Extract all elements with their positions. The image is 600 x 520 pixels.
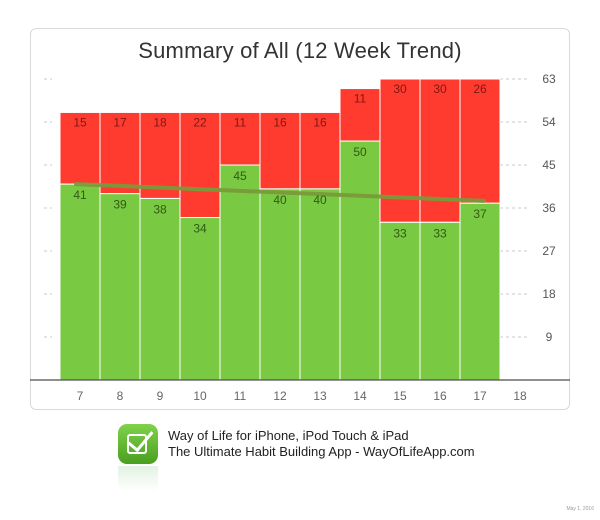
bar-red-label: 17 (113, 115, 127, 129)
x-tick-label: 10 (193, 389, 207, 403)
bar-green (459, 202, 501, 381)
bar-red-label: 11 (354, 92, 367, 106)
y-tick-label: 18 (542, 287, 556, 301)
x-tick-label: 13 (313, 389, 327, 403)
trend-line (74, 182, 486, 203)
x-tick-label: 15 (393, 389, 407, 403)
x-tick-label: 11 (234, 389, 247, 403)
bar-green-label: 45 (233, 169, 247, 183)
bar-green (179, 217, 221, 381)
x-tick-label: 16 (433, 389, 447, 403)
bar-red (99, 111, 141, 195)
x-tick-label: 14 (353, 389, 367, 403)
bar-red-label: 16 (313, 115, 327, 129)
bar-green-label: 33 (433, 226, 447, 240)
bar-red-label: 16 (273, 115, 287, 129)
footer-text: Way of Life for iPhone, iPod Touch & iPa… (168, 428, 508, 460)
bar-red-label: 11 (234, 115, 247, 129)
bar-red-label: 30 (433, 82, 447, 96)
footer-line-2: The Ultimate Habit Building App - WayOfL… (168, 444, 475, 459)
bar-green (299, 188, 341, 381)
checkbox-icon (127, 434, 147, 454)
y-tick-label: 36 (542, 201, 556, 215)
bar-green (59, 183, 101, 381)
bar-green (259, 188, 301, 381)
bar-red (179, 111, 221, 219)
x-tick-label: 12 (273, 389, 287, 403)
bar-red-label: 22 (193, 115, 207, 129)
bar-green-label: 37 (473, 207, 487, 221)
bar-green-label: 39 (113, 198, 127, 212)
bar-red (339, 88, 381, 142)
bar-red-label: 30 (393, 82, 407, 96)
bar-green (339, 140, 381, 381)
bar-red (459, 78, 501, 204)
bar-green-label: 41 (73, 188, 87, 202)
y-tick-label: 27 (542, 244, 556, 258)
x-tick-label: 7 (77, 389, 84, 403)
app-icon[interactable] (118, 424, 158, 464)
bar-red (259, 111, 301, 190)
bar-green-label: 34 (193, 222, 207, 236)
app-icon-reflection (118, 466, 158, 492)
bar-green-label: 38 (153, 202, 167, 216)
bar-green-label: 40 (273, 193, 287, 207)
y-tick-label: 54 (542, 115, 556, 129)
x-tick-label: 18 (513, 389, 527, 403)
y-tick-label: 9 (546, 330, 553, 344)
bar-red (139, 111, 181, 199)
chart-title: Summary of All (12 Week Trend) (138, 38, 462, 63)
date-stamp: May 1, 2016 (566, 506, 594, 512)
bar-red (59, 111, 101, 185)
bar-green (379, 221, 421, 381)
bar-red (219, 111, 261, 166)
y-tick-label: 45 (542, 158, 556, 172)
bar-green (139, 197, 181, 381)
bar-red-label: 18 (153, 115, 167, 129)
x-tick-label: 9 (157, 389, 164, 403)
bar-red (379, 78, 421, 223)
bar-green-label: 50 (353, 145, 367, 159)
bar-green (219, 164, 261, 381)
bar-green (419, 221, 461, 381)
x-tick-label: 17 (473, 389, 487, 403)
y-tick-label: 63 (542, 72, 556, 86)
bar-green (99, 193, 141, 381)
bar-red-label: 26 (473, 82, 487, 96)
x-tick-label: 8 (117, 389, 124, 403)
bar-red (299, 111, 341, 190)
bar-green-label: 40 (313, 193, 327, 207)
bar-green-label: 33 (393, 226, 407, 240)
footer-line-1: Way of Life for iPhone, iPod Touch & iPa… (168, 428, 409, 443)
bar-red-label: 15 (73, 115, 87, 129)
